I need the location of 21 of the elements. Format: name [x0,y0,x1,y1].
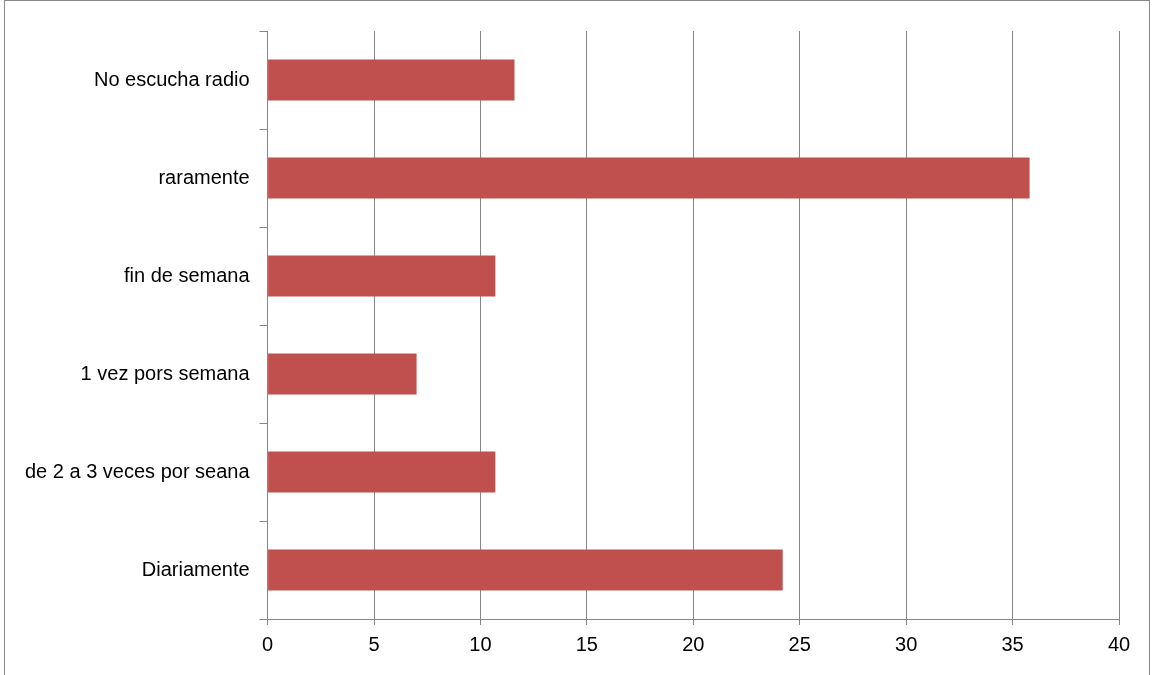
x-tick-label: 20 [682,632,705,655]
bar [268,353,417,395]
y-tick-label: fin de semana [123,263,251,286]
x-tick-label: 10 [469,632,492,655]
x-tick-label: 5 [368,632,380,655]
y-tick-label: de 2 a 3 veces por seana [24,459,251,482]
bar [268,59,515,101]
x-tick-label: 0 [262,632,274,655]
x-tick-label: 40 [1107,632,1131,655]
bar [268,157,1030,199]
y-tick-label: No escucha radio [93,67,250,90]
x-tick-label: 15 [575,632,598,655]
y-tick-label: Diariamente [141,557,250,580]
x-tick-label: 35 [1001,632,1024,655]
x-tick-label: 25 [788,632,811,655]
bar [268,549,783,591]
bar [268,255,496,297]
y-tick-label: raramente [158,165,250,188]
bar [268,451,496,493]
y-tick-label: 1 vez pors semana [80,361,251,384]
x-tick-label: 30 [895,632,918,655]
